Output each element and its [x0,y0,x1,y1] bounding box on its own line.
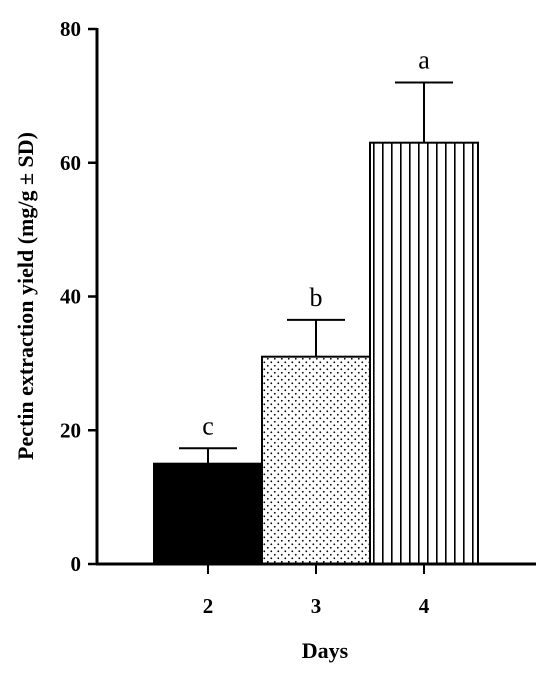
y-tick-label-20: 20 [60,418,81,442]
y-tick-label-0: 0 [71,552,82,576]
x-axis-title: Days [302,638,349,663]
significance-label-day-2: c [202,411,214,440]
bar-day-4 [369,141,479,565]
bar-day-3 [261,355,371,565]
bar-day-2 [153,462,263,565]
y-tick-label-80: 80 [60,17,81,41]
significance-label-day-3: b [310,283,323,312]
x-tick-label-4: 4 [419,594,430,618]
significance-labels-group: c b a [202,46,430,441]
y-tick-label-60: 60 [60,151,81,175]
x-tick-label-3: 3 [311,594,322,618]
y-axis-title: Pectin extraction yield (mg/g ± SD) [13,132,38,460]
significance-label-day-4: a [418,46,430,75]
x-ticks-group: 2 3 4 [203,564,430,618]
y-tick-label-40: 40 [60,285,81,309]
y-ticks-group: 0 20 40 60 80 [60,17,97,576]
error-bars-group [179,81,453,464]
x-tick-label-2: 2 [203,594,214,618]
